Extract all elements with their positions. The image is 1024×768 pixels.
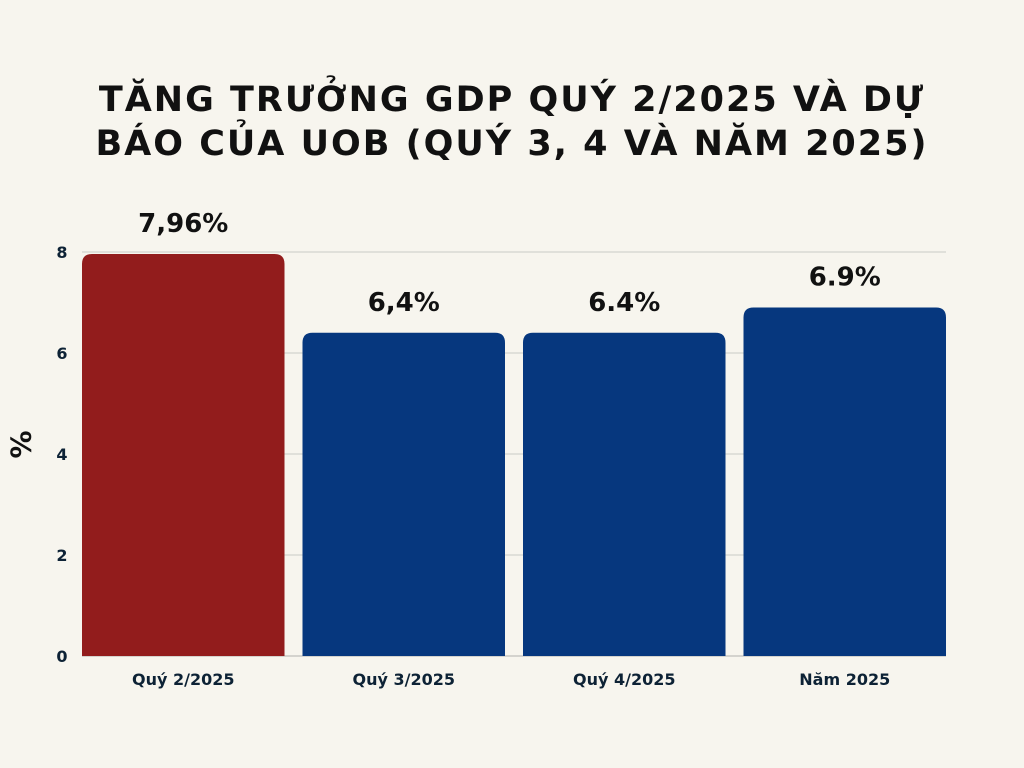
y-tick-label: 8 xyxy=(56,243,67,262)
chart-title: TĂNG TRƯỞNG GDP QUÝ 2/2025 VÀ DỰ BÁO CỦA… xyxy=(0,78,1024,166)
chart-title-line-2: BÁO CỦA UOB (QUÝ 3, 4 VÀ NĂM 2025) xyxy=(95,124,929,164)
y-tick-label: 2 xyxy=(56,546,67,565)
data-label: 6.4% xyxy=(588,288,660,318)
y-tick-label: 0 xyxy=(56,647,67,666)
bar xyxy=(302,332,505,656)
x-tick-label: Năm 2025 xyxy=(799,670,890,689)
bar xyxy=(523,332,726,656)
y-tick-label: 4 xyxy=(56,445,67,464)
data-label: 7,96% xyxy=(138,209,228,239)
x-tick-label: Quý 3/2025 xyxy=(353,670,456,689)
data-label: 6,4% xyxy=(368,288,440,318)
x-tick-label: Quý 4/2025 xyxy=(573,670,676,689)
x-tick-label: Quý 2/2025 xyxy=(132,670,235,689)
bar xyxy=(743,307,946,656)
bar xyxy=(82,254,285,656)
y-tick-label: 6 xyxy=(56,344,67,363)
chart-title-line-1: TĂNG TRƯỞNG GDP QUÝ 2/2025 VÀ DỰ xyxy=(98,80,926,120)
data-label: 6.9% xyxy=(809,263,881,293)
